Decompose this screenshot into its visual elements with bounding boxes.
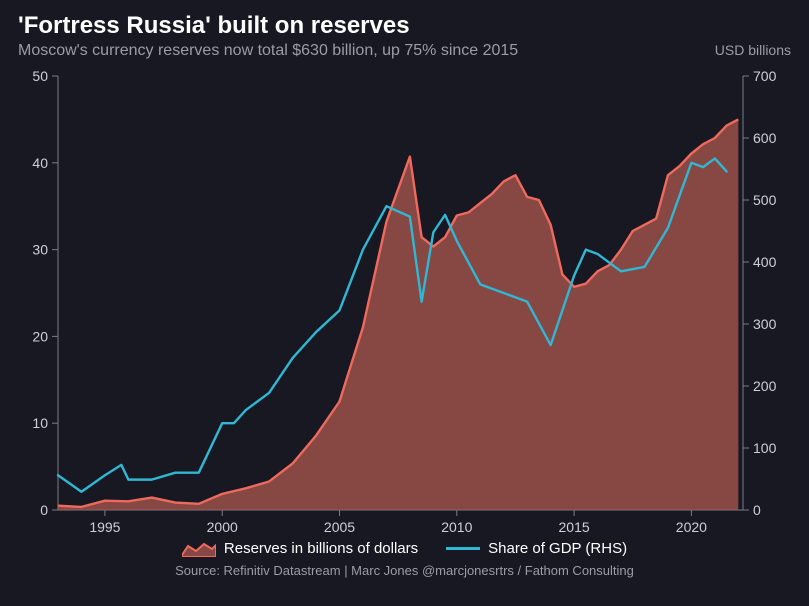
svg-text:0: 0	[40, 502, 48, 518]
svg-text:2020: 2020	[676, 519, 707, 535]
legend-label-reserves: Reserves in billions of dollars	[224, 540, 418, 557]
svg-text:600: 600	[753, 130, 777, 146]
svg-text:100: 100	[753, 440, 777, 456]
y-right-axis-label: USD billions	[715, 42, 791, 58]
svg-text:200: 200	[753, 378, 777, 394]
svg-text:40: 40	[32, 155, 48, 171]
chart-source: Source: Refinitiv Datastream | Marc Jone…	[18, 563, 791, 578]
svg-text:2000: 2000	[207, 519, 238, 535]
svg-text:2005: 2005	[324, 519, 355, 535]
legend-item-share: Share of GDP (RHS)	[446, 540, 627, 557]
svg-text:2015: 2015	[559, 519, 590, 535]
svg-text:500: 500	[753, 192, 777, 208]
chart-plot: 0102030405001002003004005006007001995200…	[18, 68, 791, 538]
chart-subtitle: Moscow's currency reserves now total $63…	[18, 42, 791, 60]
svg-text:10: 10	[32, 415, 48, 431]
svg-text:20: 20	[32, 328, 48, 344]
legend-swatch-reserves	[182, 541, 216, 557]
svg-text:1995: 1995	[89, 519, 120, 535]
chart-title: 'Fortress Russia' built on reserves	[18, 12, 791, 40]
legend-swatch-share	[446, 547, 480, 550]
legend: Reserves in billions of dollars Share of…	[18, 540, 791, 557]
legend-item-reserves: Reserves in billions of dollars	[182, 540, 418, 557]
chart-card: 'Fortress Russia' built on reserves Mosc…	[0, 0, 809, 606]
svg-text:30: 30	[32, 242, 48, 258]
chart-svg: 0102030405001002003004005006007001995200…	[18, 68, 791, 538]
svg-text:300: 300	[753, 316, 777, 332]
svg-text:2010: 2010	[441, 519, 472, 535]
legend-label-share: Share of GDP (RHS)	[488, 540, 627, 557]
svg-text:700: 700	[753, 68, 777, 84]
svg-text:400: 400	[753, 254, 777, 270]
svg-text:0: 0	[753, 502, 761, 518]
svg-text:50: 50	[32, 68, 48, 84]
